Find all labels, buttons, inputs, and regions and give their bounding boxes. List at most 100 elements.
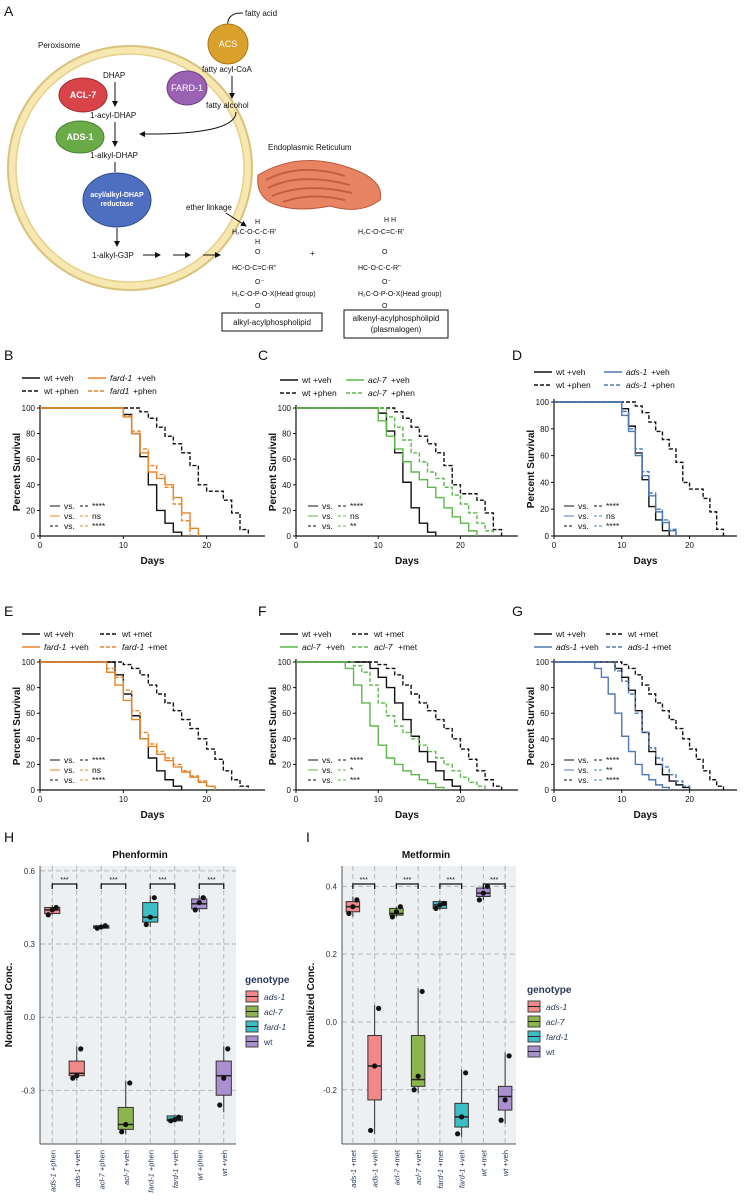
data-point: [221, 1075, 227, 1081]
legend-mut-phen-tx: +phen: [391, 388, 415, 398]
data-point: [53, 904, 59, 911]
survival-curve-wt-phen: [40, 407, 250, 536]
significance-bracket: [100, 883, 127, 889]
data-point: [119, 1129, 125, 1135]
data-point: [354, 897, 360, 903]
legend-wt-veh: wt +veh: [301, 375, 332, 385]
panel-label-e: E: [4, 603, 13, 619]
svg-text:****: ****: [606, 501, 620, 511]
svg-text:****: ****: [92, 755, 106, 765]
legend-wt: wt: [263, 1037, 273, 1047]
x-axis-label: Days: [395, 556, 419, 567]
y-tick-label: 40: [26, 481, 35, 490]
svg-text:vs.: vs.: [322, 521, 333, 531]
y-tick-label: 20: [282, 506, 291, 515]
data-point: [459, 1114, 465, 1120]
data-point: [346, 910, 352, 917]
y-tick-label: 0: [545, 532, 550, 541]
y-tick-label: 0.0: [326, 1018, 338, 1027]
svg-text:****: ****: [606, 775, 620, 785]
data-point: [192, 907, 198, 913]
svg-text:H₂C-O-P-O-X(Head group): H₂C-O-P-O-X(Head group): [232, 291, 316, 298]
boxplot-phenformin: Phenformin 0.6 0.3 0.0 -0.3 Normalized Conc.…: [4, 850, 236, 1193]
x-tick-label: 0: [294, 541, 299, 550]
svg-text:vs.: vs.: [322, 511, 333, 521]
y-tick-label: 60: [540, 452, 549, 461]
y-tick-label: 100: [22, 658, 36, 667]
legend-wt-veh: wt +veh: [555, 629, 586, 639]
data-point: [419, 988, 425, 995]
legend-ads1: ads-1: [264, 992, 286, 1002]
svg-text:H₂C-O-P-O-X(Head group): H₂C-O-P-O-X(Head group): [358, 291, 442, 298]
ads1-label: ADS-1: [66, 132, 93, 142]
x-tick-label: acl-7 +veh: [414, 1150, 423, 1185]
x-tick-label: 0: [38, 795, 43, 804]
legend-mut-phen-gene: fard1: [110, 386, 130, 396]
stats-e: vs. **** vs. ns vs. ****: [50, 755, 106, 785]
legend-mut-veh-tx: +veh: [651, 367, 670, 377]
boxplot-metformin: Metformin 0.4 0.2 0.0 -0.2 Normalized Conc. a…: [306, 850, 516, 1189]
svg-text:ns: ns: [92, 765, 101, 775]
y-tick-label: 20: [26, 760, 35, 769]
svg-text:****: ****: [92, 775, 106, 785]
significance-bracket: [395, 883, 419, 889]
legend-wt-phen: wt +phen: [43, 386, 79, 396]
legend-mut-phen-gene: ads-1: [626, 380, 648, 390]
y-tick-label: 60: [26, 455, 35, 464]
significance-label: ***: [60, 877, 68, 884]
panel-label-d: D: [512, 347, 522, 363]
y-tick-label: 100: [22, 404, 36, 413]
er-label: Endoplasmic Reticulum: [268, 143, 352, 152]
svg-text:vs.: vs.: [64, 521, 75, 531]
svg-text:****: ****: [350, 501, 364, 511]
legend-mut-veh-tx: +veh: [70, 642, 89, 652]
alkyl-structure: H H₂C-O-C-C-R' H O HC-O-C=C-R'' O⁻ H₂C-O…: [232, 219, 316, 310]
significance-bracket: [51, 883, 78, 889]
alkenyl-structure: H H H₂C-O-C=C-R' O HC-O-C-C-R'' O⁻ H₂C-O…: [358, 217, 442, 310]
y-axis-label: Normalized Conc.: [306, 963, 317, 1048]
survival-curve-acl-7-veh: [296, 407, 478, 536]
significance-bracket: [482, 883, 506, 889]
data-point: [127, 1080, 133, 1086]
data-point: [172, 1117, 178, 1123]
legend-wt-veh: wt +veh: [301, 629, 332, 639]
svg-text:O: O: [255, 303, 261, 310]
y-tick-label: 80: [282, 684, 291, 693]
data-point: [225, 1046, 231, 1052]
svg-text:****: ****: [606, 521, 620, 531]
legend-wt-veh: wt +veh: [555, 367, 586, 377]
alkyl-dhap-label: 1-alkyl-DHAP: [90, 151, 138, 160]
y-tick-label: 0.2: [326, 950, 338, 959]
y-tick-label: 80: [26, 430, 35, 439]
fard1-label: FARD-1: [171, 83, 203, 93]
y-tick-label: 0.6: [24, 867, 36, 876]
y-tick-label: 20: [282, 760, 291, 769]
data-point: [94, 925, 100, 931]
stats-f: vs. **** vs. * vs. ***: [308, 755, 364, 785]
data-point: [200, 895, 206, 901]
survival-curve-wt-met: [554, 661, 725, 790]
data-point: [176, 1114, 182, 1120]
legend-mut-veh-gene: fard-1: [44, 642, 66, 652]
fatty-acid-label: fatty acid: [245, 9, 277, 18]
acyl-dhap-label: 1-acyl-DHAP: [90, 111, 136, 120]
x-tick-label: ads-1 +veh: [371, 1150, 380, 1187]
acl7-label: ACL-7: [70, 90, 97, 100]
significance-label: ***: [403, 877, 411, 884]
legend-mut-met-tx: +met: [398, 642, 418, 652]
dhap-label: DHAP: [103, 71, 125, 80]
legend-mut-phen-tx: +phen: [651, 380, 675, 390]
y-tick-label: 100: [536, 398, 550, 407]
y-tick-label: 0.0: [24, 1013, 36, 1022]
data-point: [437, 902, 443, 908]
reductase-enzyme-circle: [82, 172, 152, 228]
data-point: [350, 904, 356, 910]
data-point: [368, 1127, 374, 1134]
svg-text:H H: H H: [384, 217, 396, 224]
fard1-enzyme-circle: [166, 70, 208, 106]
y-tick-label: 20: [540, 760, 549, 769]
x-tick-label: fard-1 +phen: [146, 1150, 155, 1193]
svg-text:O: O: [382, 249, 388, 256]
legend-acl7: acl-7: [264, 1007, 283, 1017]
x-tick-label: ads-1 +veh: [73, 1150, 82, 1187]
